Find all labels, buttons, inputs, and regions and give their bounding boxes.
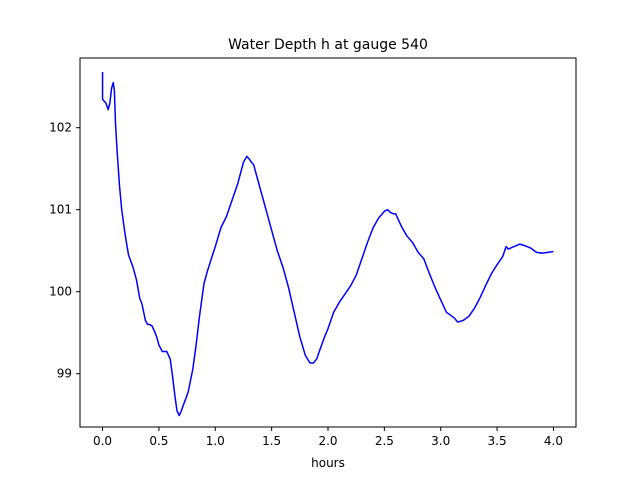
axis-ticks: 0.0 0.5 1.0 1.5 2.0 2.5 3.0 3.5 4.0 99 100 101 102	[49, 121, 563, 448]
x-tick-label: 0.5	[149, 434, 168, 448]
x-axis-label: hours	[311, 456, 345, 470]
y-tick-label: 101	[49, 203, 72, 217]
plot-area	[101, 71, 554, 417]
x-tick-label: 4.0	[544, 434, 563, 448]
x-tick-label: 3.0	[431, 434, 450, 448]
x-tick-label: 2.5	[375, 434, 394, 448]
x-tick-label: 1.0	[206, 434, 225, 448]
series-line-0	[101, 71, 554, 417]
y-tick-label: 102	[49, 121, 72, 135]
chart-title: Water Depth h at gauge 540	[228, 37, 428, 53]
y-tick-label: 100	[49, 285, 72, 299]
x-tick-label: 2.0	[318, 434, 337, 448]
y-tick-label: 99	[57, 367, 72, 381]
x-tick-label: 3.5	[488, 434, 507, 448]
x-tick-label: 0.0	[93, 434, 112, 448]
x-tick-label: 1.5	[262, 434, 281, 448]
